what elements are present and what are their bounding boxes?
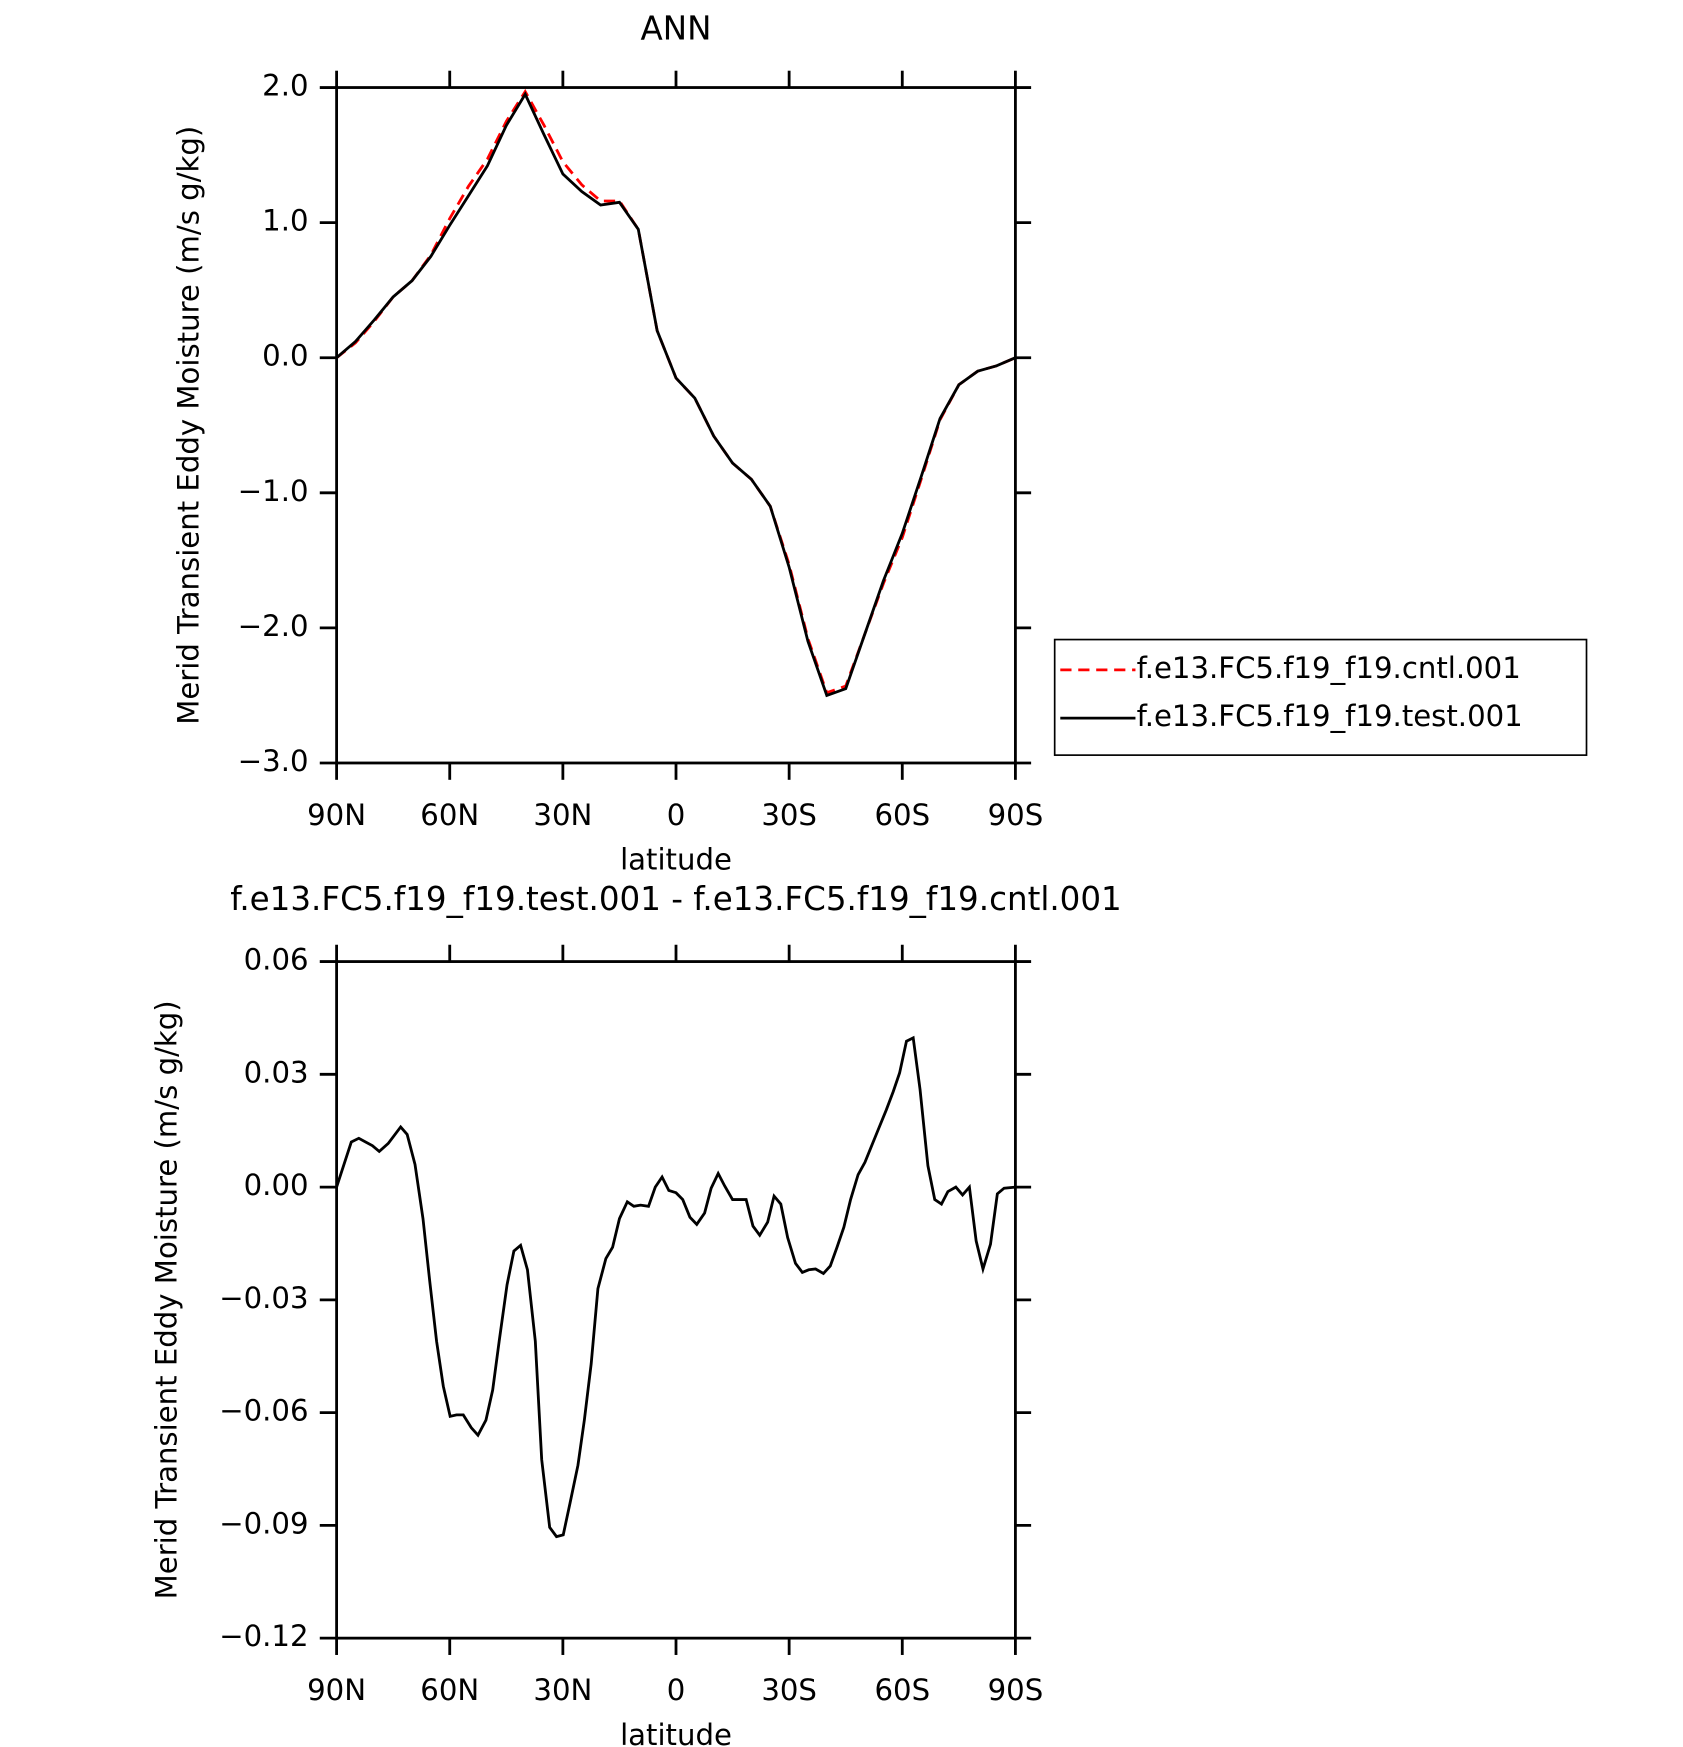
y-tick-label: −0.03 — [219, 1281, 308, 1315]
y-tick-label: −0.09 — [219, 1506, 308, 1540]
x-tick-label: 30S — [761, 1673, 817, 1707]
y-tick-label: 1.0 — [262, 204, 308, 238]
chart-title: f.e13.FC5.f19_f19.test.001 - f.e13.FC5.f… — [230, 880, 1122, 918]
x-tick-label: 60S — [874, 798, 930, 832]
y-axis-label: Merid Transient Eddy Moisture (m/s g/kg) — [149, 1000, 183, 1599]
x-tick-label: 90N — [307, 1673, 366, 1707]
y-tick-label: 0.06 — [244, 943, 309, 977]
data-line — [335, 91, 1016, 698]
x-axis-label: latitude — [620, 843, 732, 877]
y-tick-label: −3.0 — [238, 744, 309, 778]
y-tick-label: −0.06 — [219, 1394, 308, 1428]
data-line — [335, 1035, 1016, 1539]
y-tick-label: 0.03 — [244, 1055, 309, 1089]
legend-box — [1053, 638, 1588, 756]
y-tick-label: −1.0 — [238, 474, 309, 508]
x-tick-label: 90S — [988, 798, 1044, 832]
y-tick-label: −0.12 — [219, 1619, 308, 1653]
plot-frame — [335, 86, 1017, 765]
x-tick-label: 60N — [420, 798, 479, 832]
x-tick-label: 0 — [667, 798, 686, 832]
x-tick-label: 30N — [533, 798, 592, 832]
chart-title: ANN — [641, 9, 712, 47]
y-tick-label: 0.0 — [262, 339, 308, 373]
y-tick-label: 0.00 — [244, 1168, 309, 1202]
y-tick-label: −2.0 — [238, 609, 309, 643]
x-tick-label: 0 — [667, 1673, 686, 1707]
legend-label: f.e13.FC5.f19_f19.test.001 — [1137, 699, 1523, 733]
x-tick-label: 60N — [420, 1673, 479, 1707]
x-tick-label: 60S — [874, 1673, 930, 1707]
legend-label: f.e13.FC5.f19_f19.cntl.001 — [1137, 651, 1521, 685]
plot-frame — [335, 960, 1017, 1640]
x-axis-label: latitude — [620, 1718, 732, 1747]
x-tick-label: 90S — [988, 1673, 1044, 1707]
y-axis-label: Merid Transient Eddy Moisture (m/s g/kg) — [172, 126, 206, 725]
data-line — [335, 88, 1016, 695]
y-tick-label: 2.0 — [262, 69, 308, 103]
x-tick-label: 90N — [307, 798, 366, 832]
x-tick-label: 30N — [533, 1673, 592, 1707]
x-tick-label: 30S — [761, 798, 817, 832]
